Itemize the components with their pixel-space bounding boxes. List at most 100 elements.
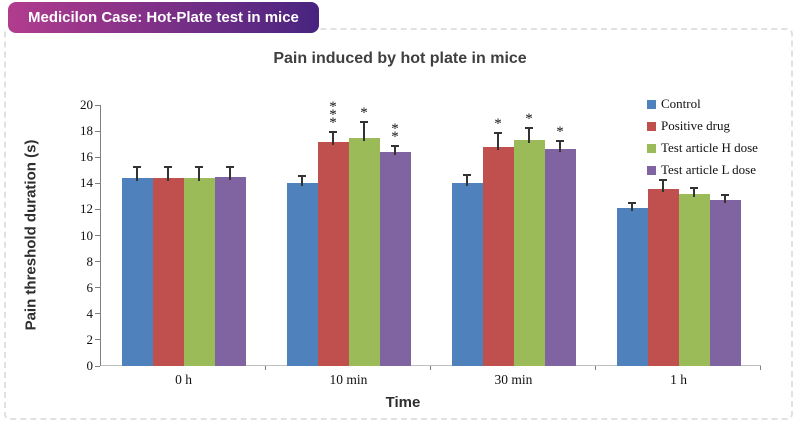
error-bar bbox=[167, 166, 169, 182]
category-label: 10 min bbox=[329, 372, 368, 387]
bar bbox=[286, 183, 318, 366]
bar bbox=[379, 151, 411, 366]
error-bar bbox=[466, 174, 468, 187]
significance-marker: * * bbox=[391, 121, 399, 146]
y-axis-tick bbox=[95, 339, 100, 341]
error-bar-cap bbox=[195, 166, 203, 169]
y-tick-label: 4 bbox=[86, 305, 94, 321]
error-bar bbox=[662, 179, 664, 192]
error-bar bbox=[332, 131, 334, 145]
significance-marker: * * * bbox=[329, 99, 337, 132]
error-bar bbox=[394, 145, 396, 155]
x-axis-tick bbox=[430, 366, 431, 370]
error-bar bbox=[528, 127, 530, 144]
y-tick-label: 12 bbox=[80, 201, 93, 217]
legend-item: Test article H dose bbox=[647, 140, 758, 155]
y-axis-tick bbox=[95, 156, 100, 158]
category-label: 0 h bbox=[175, 372, 192, 387]
y-axis-tick bbox=[95, 235, 100, 236]
error-bar-cap bbox=[463, 174, 471, 177]
legend-swatch bbox=[647, 143, 656, 153]
bar bbox=[183, 178, 215, 366]
y-axis-tick bbox=[95, 208, 100, 210]
case-title-badge: Medicilon Case: Hot-Plate test in mice bbox=[8, 2, 319, 33]
bar bbox=[616, 208, 648, 366]
error-bar bbox=[724, 193, 726, 204]
bar bbox=[152, 178, 184, 366]
bar bbox=[513, 140, 545, 366]
dashed-border-frame bbox=[4, 28, 793, 420]
y-axis-tick bbox=[95, 182, 100, 184]
y-axis-tick bbox=[95, 365, 100, 367]
chart-title: Pain induced by hot plate in mice bbox=[273, 50, 527, 67]
error-bar-cap bbox=[628, 201, 636, 204]
legend-label: Test article H dose bbox=[661, 140, 758, 155]
legend: Control Positive drug Test article H dose T… bbox=[647, 96, 758, 185]
y-tick-label: 20 bbox=[80, 97, 93, 112]
legend-swatch bbox=[647, 121, 656, 131]
error-bar-cap bbox=[298, 175, 306, 178]
y-tick-label: 2 bbox=[86, 331, 94, 347]
x-axis-line bbox=[101, 365, 761, 366]
bar bbox=[544, 149, 576, 366]
error-bar-cap bbox=[164, 166, 172, 169]
bar bbox=[482, 146, 514, 366]
error-bar-cap bbox=[494, 132, 502, 135]
y-tick-label: 14 bbox=[80, 175, 93, 191]
bar bbox=[348, 137, 380, 366]
y-axis-tick bbox=[95, 261, 100, 263]
legend-item: Test article L dose bbox=[647, 162, 758, 177]
error-bar-cap bbox=[721, 193, 729, 196]
y-tick-label: 10 bbox=[80, 227, 93, 243]
error-bar-cap bbox=[360, 120, 368, 123]
error-bar bbox=[301, 175, 303, 187]
error-bar bbox=[198, 166, 200, 182]
x-axis-tick bbox=[760, 366, 761, 370]
error-bar bbox=[559, 140, 561, 153]
error-bar bbox=[693, 187, 695, 197]
error-bar bbox=[363, 120, 365, 141]
y-axis-tick bbox=[95, 287, 100, 289]
y-axis-tick bbox=[95, 130, 100, 132]
x-axis-tick bbox=[595, 366, 596, 370]
legend-label: Control bbox=[661, 96, 701, 111]
y-axis-title: Pain threshold duration (s) bbox=[22, 139, 40, 331]
significance-marker: * bbox=[360, 104, 368, 121]
error-bar-cap bbox=[329, 131, 337, 134]
bar bbox=[451, 183, 483, 366]
category-label: 1 h bbox=[670, 372, 687, 387]
error-bar bbox=[631, 201, 633, 212]
y-tick-label: 6 bbox=[86, 279, 94, 295]
bar bbox=[214, 176, 246, 366]
legend-swatch bbox=[647, 165, 656, 175]
y-tick-label: 8 bbox=[86, 253, 94, 269]
error-bar-cap bbox=[133, 166, 141, 169]
y-axis-tick bbox=[95, 104, 100, 106]
legend-swatch bbox=[647, 99, 656, 109]
bar bbox=[121, 178, 153, 366]
error-bar-cap bbox=[690, 187, 698, 190]
y-tick-label: 18 bbox=[80, 123, 93, 139]
category-label: 30 min bbox=[494, 372, 533, 387]
bar bbox=[709, 200, 741, 366]
significance-marker: * bbox=[556, 124, 564, 141]
bar bbox=[317, 141, 349, 366]
legend-label: Test article L dose bbox=[661, 162, 756, 177]
bar bbox=[647, 188, 679, 366]
y-axis-tick bbox=[95, 313, 100, 315]
legend-label: Positive drug bbox=[661, 118, 730, 133]
error-bar bbox=[497, 132, 499, 150]
significance-marker: * bbox=[525, 111, 533, 128]
error-bar-cap bbox=[525, 127, 533, 130]
legend-item: Positive drug bbox=[647, 118, 758, 133]
error-bar bbox=[229, 166, 231, 180]
error-bar-cap bbox=[659, 179, 667, 182]
x-axis-title: Time bbox=[385, 394, 421, 411]
error-bar-cap bbox=[226, 166, 234, 169]
error-bar bbox=[136, 166, 138, 182]
legend-item: Control bbox=[647, 96, 758, 111]
y-tick-label: 0 bbox=[86, 358, 94, 373]
error-bar-cap bbox=[391, 145, 399, 148]
x-axis-tick bbox=[265, 366, 266, 370]
